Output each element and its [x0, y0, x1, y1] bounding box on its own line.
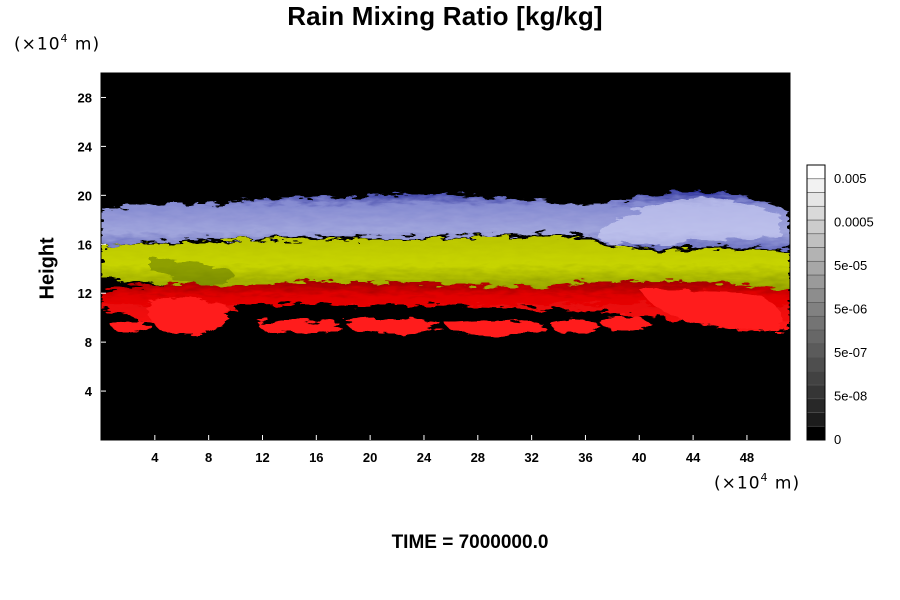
- colorbar-label: 0.005: [834, 171, 867, 186]
- colorbar-level: [806, 205, 826, 221]
- x-tick-label: 20: [363, 450, 377, 465]
- y-tick-label: 8: [85, 335, 92, 350]
- colorbar-level: [806, 398, 826, 413]
- colorbar-level: [806, 329, 826, 345]
- rain-streak-4: [444, 319, 546, 336]
- colorbar-label: 0.0005: [834, 215, 874, 230]
- x-tick-label: 8: [205, 450, 212, 465]
- x-tick-label: 40: [632, 450, 646, 465]
- colorbar-label: 5e-07: [834, 345, 867, 360]
- y-tick-label: 12: [78, 286, 92, 301]
- colorbar-level: [806, 343, 826, 358]
- x-tick-label: 16: [309, 450, 323, 465]
- band-middle-dark: [150, 258, 234, 288]
- chart-title: Rain Mixing Ratio [kg/kg]: [287, 1, 603, 31]
- colorbar-level: [806, 425, 826, 441]
- colorbar-level: [806, 247, 826, 262]
- time-annotation: TIME = 7000000.0: [391, 532, 549, 553]
- colorbar-level: [806, 260, 826, 276]
- colorbar-level: [806, 164, 826, 180]
- rain-streak-6: [599, 315, 650, 331]
- y-tick-label: 4: [85, 384, 93, 399]
- colorbar-level: [806, 288, 826, 303]
- colorbar-level: [806, 192, 826, 207]
- x-tick-label: 24: [417, 450, 432, 465]
- rain-streak-3: [344, 317, 441, 334]
- rain-streak-2: [257, 319, 341, 334]
- colorbar-label: 0: [834, 432, 841, 447]
- colorbar-level: [806, 274, 826, 290]
- x-tick-label: 12: [255, 450, 269, 465]
- y-tick-label: 16: [78, 237, 92, 252]
- colorbar-label: 5e-05: [834, 258, 867, 273]
- rain-streak-5: [551, 319, 600, 335]
- x-axis-unit: (×104 m): [714, 471, 801, 494]
- y-axis-unit: (×104 m): [14, 32, 101, 55]
- x-tick-label: 44: [686, 450, 701, 465]
- colorbar-level: [806, 384, 826, 400]
- x-tick-label: 32: [524, 450, 538, 465]
- colorbar-level: [806, 178, 826, 193]
- colorbar-level: [806, 219, 826, 235]
- colorbar-frame: [806, 164, 826, 441]
- y-tick-label: 28: [78, 90, 92, 105]
- field-bands: [101, 190, 790, 336]
- y-ticks: 4 8 12 16 20 24 28: [78, 90, 106, 399]
- colorbar-level: [806, 357, 826, 372]
- band-middle: [101, 236, 790, 292]
- y-tick-label: 24: [78, 139, 93, 154]
- colorbar-level: [806, 233, 826, 248]
- colorbar-label: 5e-08: [834, 389, 867, 404]
- x-tick-label: 48: [740, 450, 754, 465]
- band-lower-drop-right: [640, 289, 783, 331]
- y-tick-label: 20: [78, 188, 92, 203]
- x-tick-label: 36: [578, 450, 592, 465]
- x-tick-label: 4: [151, 450, 159, 465]
- band-lower-drop: [148, 297, 228, 335]
- colorbar-label: 5e-06: [834, 302, 867, 317]
- colorbar-level: [806, 370, 826, 386]
- colorbar: 0.005 0.0005 5e-05 5e-06 5e-07 5e-08 0: [806, 164, 874, 447]
- band-upper-bright: [600, 196, 780, 245]
- colorbar-level: [806, 412, 826, 427]
- plot-frame: [100, 72, 791, 441]
- colorbar-level: [806, 315, 826, 331]
- band-lower: [101, 281, 790, 331]
- x-ticks: 4 8 12 16 20 24 28 32 36 40 44 48: [151, 435, 754, 465]
- colorbar-level: [806, 302, 826, 317]
- rain-streak-1: [111, 321, 151, 332]
- x-tick-label: 28: [471, 450, 485, 465]
